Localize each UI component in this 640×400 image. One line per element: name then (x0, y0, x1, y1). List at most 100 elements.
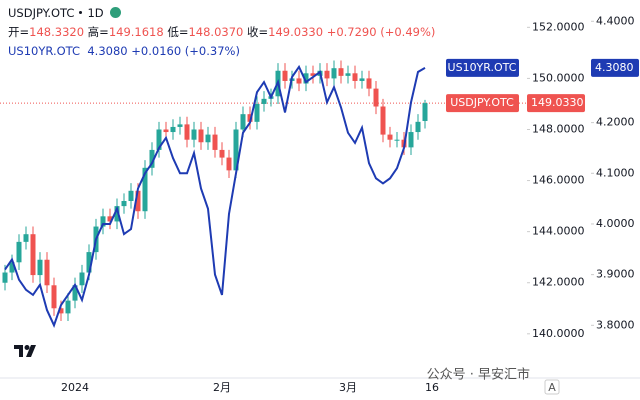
candle-body (114, 206, 120, 222)
candle-body (128, 190, 134, 202)
candle-body (30, 234, 36, 276)
candle-body (310, 73, 316, 76)
candle-body (86, 252, 92, 273)
ohlc-value: 149.0330 (268, 25, 324, 39)
candle-body (226, 157, 232, 171)
candle-body (184, 124, 190, 140)
y-tick-label: 140.0000 (532, 327, 585, 340)
y2-tick-label: 4.1000 (596, 166, 635, 179)
x-tick-label: 2月 (213, 381, 231, 394)
candle-body (282, 70, 288, 81)
candle-body (191, 129, 197, 140)
overlay-change-pct: (+0.37%) (184, 44, 240, 58)
candle-body (303, 73, 309, 84)
y-tick-label: 152.0000 (532, 20, 585, 33)
ohlc-label: 收 (247, 25, 259, 39)
candle-body (380, 106, 386, 135)
candle-body (261, 98, 267, 104)
change-pct: (+0.49%) (380, 25, 436, 39)
legend: USDJPY.OTC 1D 开=148.3320 高=149.1618 低=148… (8, 4, 435, 61)
ohlc-row: 开=148.3320 高=149.1618 低=148.0370 收=149.0… (8, 25, 436, 39)
ohlc-label: 高 (87, 25, 100, 39)
candle-body (366, 78, 372, 89)
candle-body (205, 134, 211, 143)
series-name-tag-label: USDJPY.OTC (450, 96, 514, 109)
candle-body (51, 285, 57, 309)
candle-body (415, 121, 421, 133)
candle-body (373, 88, 379, 107)
overlay-change: +0.0160 (131, 44, 182, 58)
y2-tick-label: 4.0000 (596, 217, 635, 230)
x-tick-label: 3月 (339, 381, 357, 394)
overlay-symbol: US10YR.OTC (8, 44, 81, 58)
price-tag-label: 149.0330 (531, 96, 584, 109)
y-tick-label: 146.0000 (532, 174, 585, 187)
price-tag-label: 4.3080 (595, 61, 634, 74)
y-tick-label: 148.0000 (532, 122, 585, 135)
title-row: USDJPY.OTC 1D (8, 4, 435, 23)
candle-body (44, 259, 50, 286)
candle-body (177, 124, 183, 127)
y2-tick-label: 4.4000 (596, 14, 635, 27)
ohlc-value: 148.3320 (29, 25, 85, 39)
price-tag (591, 58, 639, 77)
price-tag (527, 94, 585, 113)
candle-body (9, 262, 15, 273)
y-tick-label: 144.0000 (532, 225, 585, 238)
candle-body (58, 308, 64, 314)
auto-button[interactable] (544, 379, 560, 395)
overlay-value: 4.3080 (87, 44, 128, 58)
candle-body (219, 149, 225, 158)
candle-body (16, 241, 22, 263)
candle-body (107, 216, 113, 222)
watermark: 公众号 · 早安汇市 (427, 367, 530, 383)
y-tick-label: 142.0000 (532, 276, 585, 289)
ohlc-value: 149.1618 (108, 25, 164, 39)
y2-tick-label: 3.8000 (596, 318, 635, 331)
series-name-tag (446, 94, 519, 113)
candle-body (254, 103, 260, 122)
x-tick-label: 2024 (61, 381, 89, 394)
line-series (4, 64, 426, 328)
candle-body (37, 259, 43, 276)
candle-body (170, 126, 176, 133)
candle-body (352, 73, 358, 81)
symbol: USDJPY.OTC (8, 6, 75, 20)
candle-body (212, 134, 218, 150)
candle-body (338, 68, 344, 76)
candle-body (331, 68, 337, 79)
candle-body (2, 272, 8, 283)
candle-body (359, 78, 365, 81)
candle-body (156, 129, 162, 150)
candle-body (163, 129, 169, 133)
auto-button-label: A (548, 381, 556, 394)
candle-body (422, 103, 428, 122)
candle-body (233, 129, 239, 171)
candle-body (394, 139, 400, 141)
status-icon[interactable] (109, 7, 121, 18)
candle-body (198, 129, 204, 143)
separator-dot (79, 11, 83, 14)
candle-body (240, 114, 246, 130)
ohlc-label: 开 (8, 25, 20, 39)
candle-body (296, 78, 302, 84)
candle-body (387, 134, 393, 140)
y2-tick-label: 4.2000 (596, 116, 635, 129)
overlay-row: US10YR.OTC 4.3080 +0.0160 (+0.37%) (8, 42, 435, 61)
series-name-tag (446, 58, 519, 77)
candle-body (142, 167, 148, 212)
ohlc-value: 148.0370 (188, 25, 244, 39)
candle-body (149, 149, 155, 168)
candle-body (121, 201, 127, 207)
tv-logo (14, 345, 36, 357)
x-tick-label: 16 (425, 381, 439, 394)
candle-body (23, 234, 29, 242)
interval: 1D (87, 6, 104, 20)
plot: 140.0000 142.0000 144.0000 146.0000 148.0000… (0, 14, 639, 394)
candle-body (345, 73, 351, 76)
change: +0.7290 (326, 25, 377, 39)
candle-body (247, 114, 253, 122)
candle-body (65, 300, 71, 314)
y2-tick-label: 3.9000 (596, 268, 635, 281)
